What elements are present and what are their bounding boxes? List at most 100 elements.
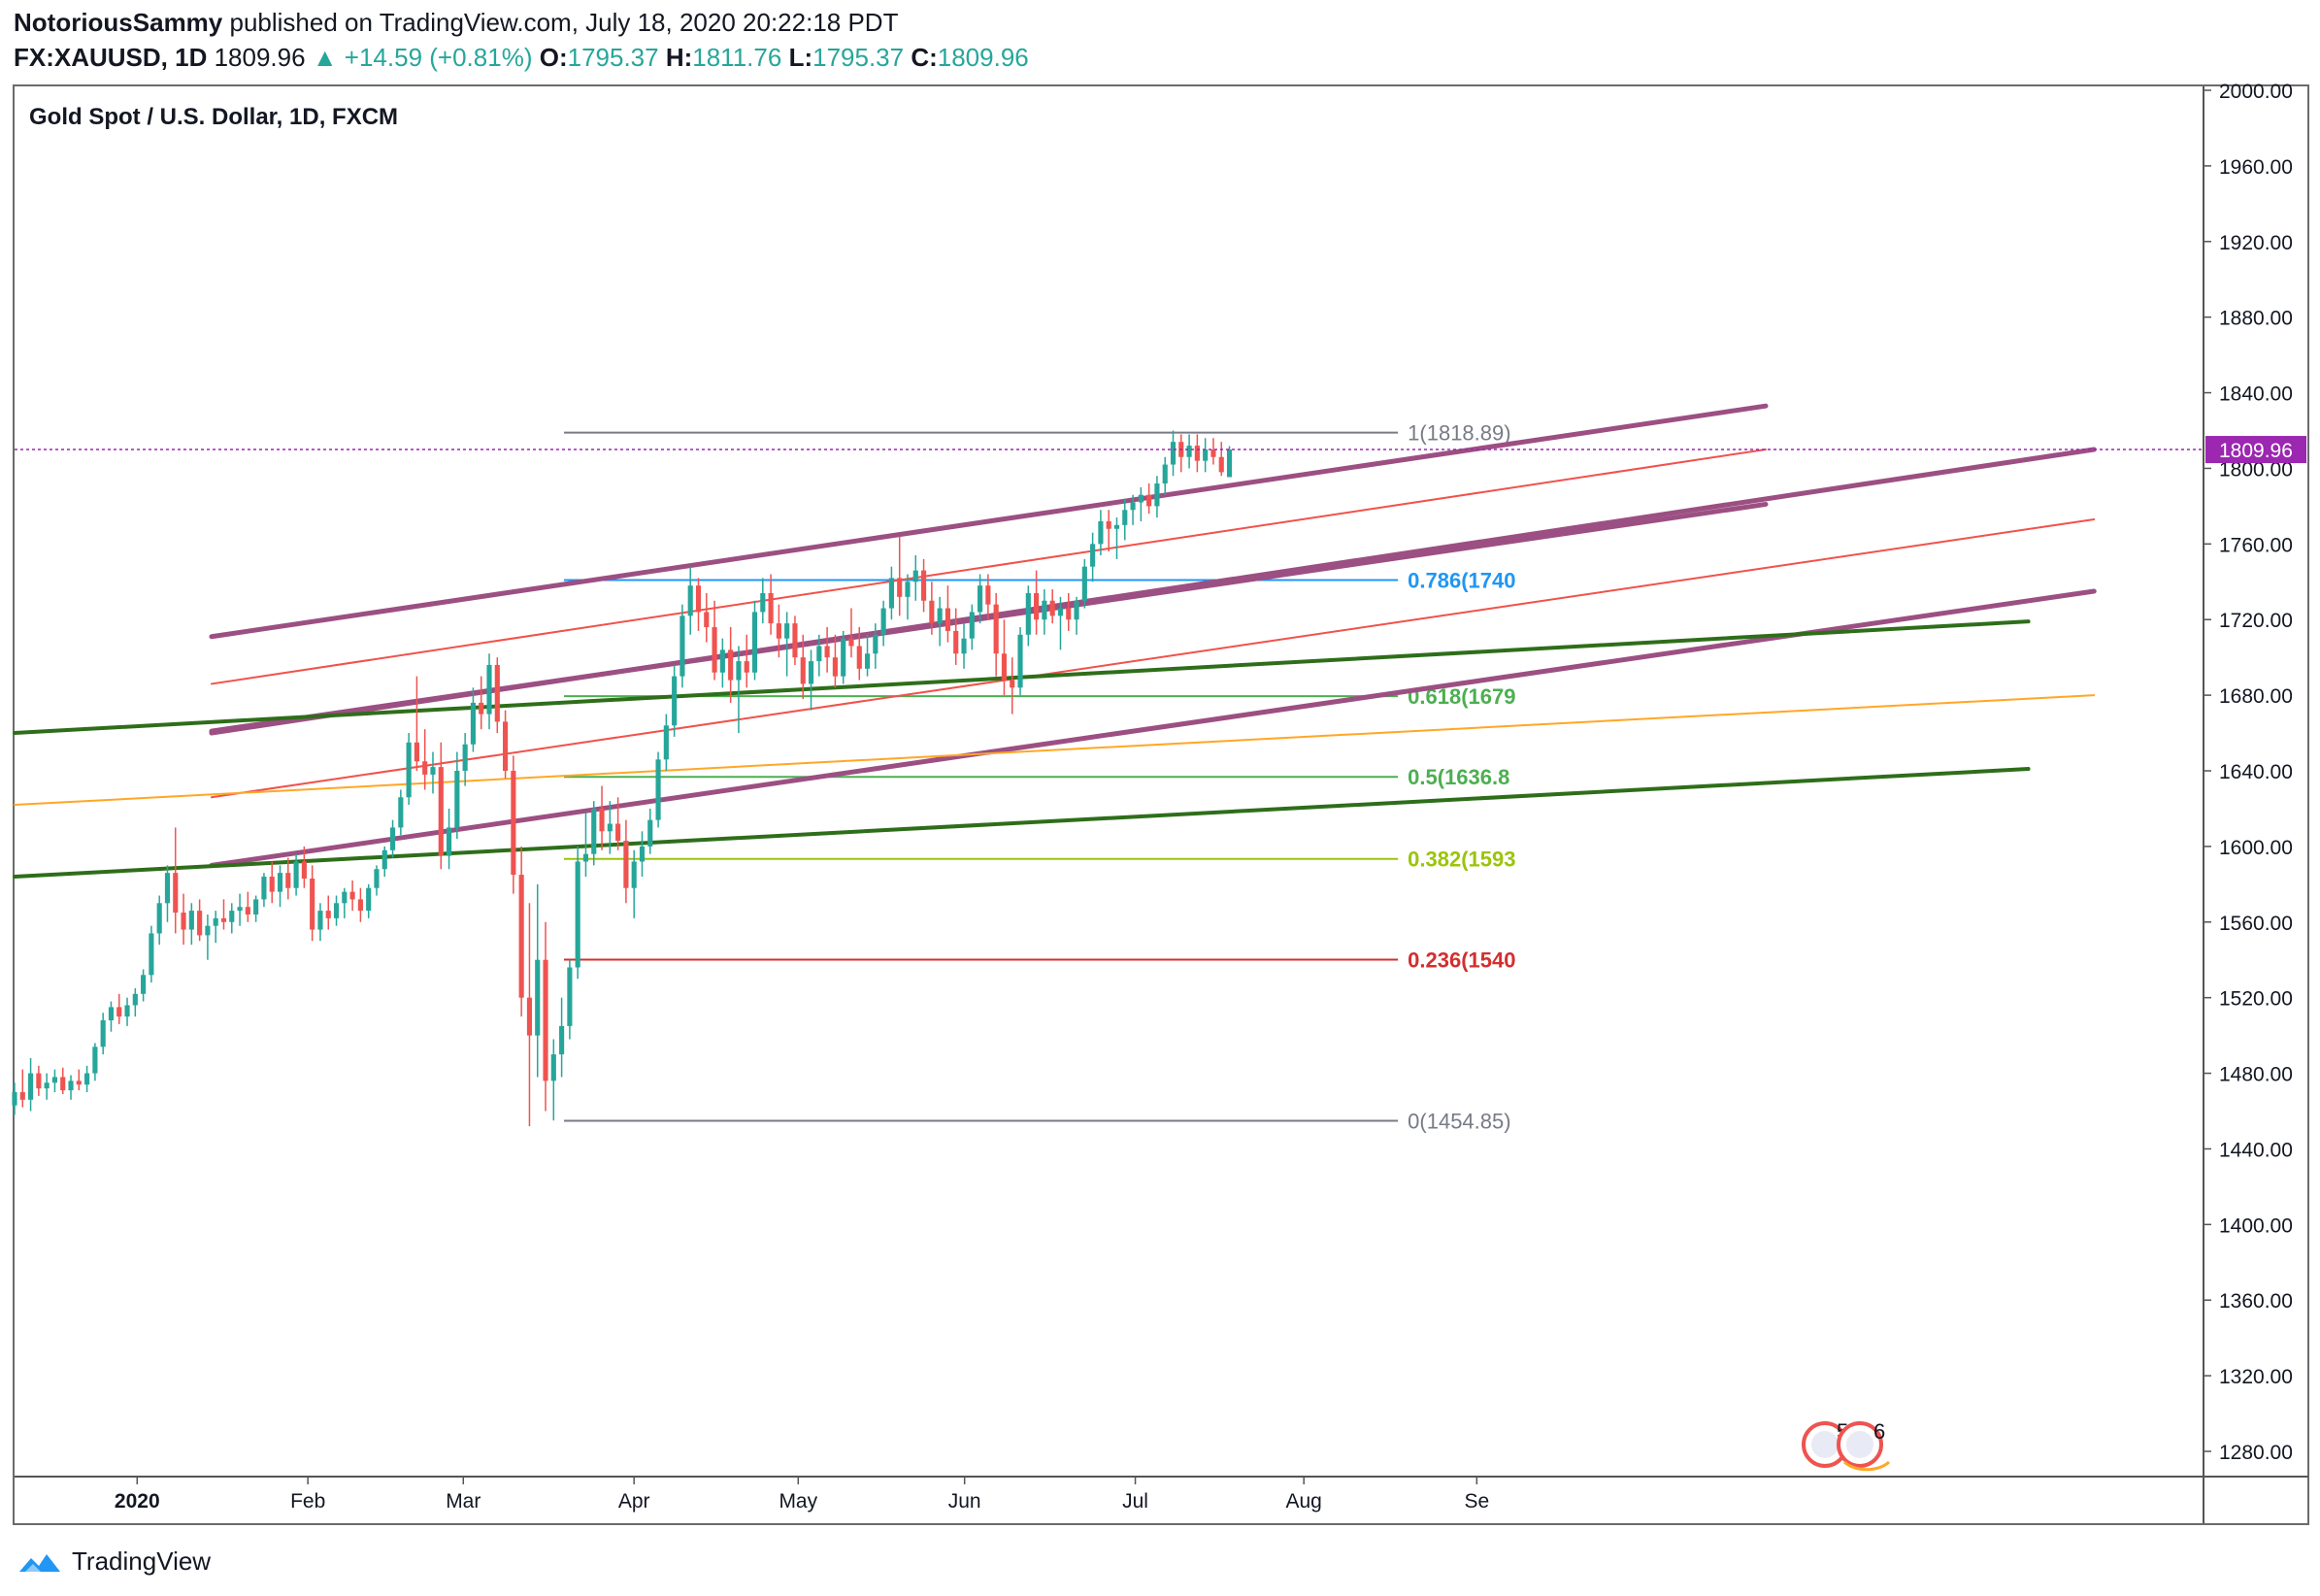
candle (623, 819, 629, 904)
candle-body (582, 853, 589, 862)
candle-body (518, 875, 524, 998)
candle-body (245, 907, 250, 914)
candle (647, 808, 653, 854)
candle (381, 846, 387, 878)
candle (156, 895, 162, 946)
candle (28, 1057, 34, 1112)
candle (357, 887, 363, 922)
candle-body (1186, 446, 1192, 457)
candle (389, 819, 396, 858)
candle (310, 865, 315, 942)
candle-body (784, 623, 790, 639)
candle (116, 993, 122, 1024)
candle-body (575, 861, 580, 968)
candle (285, 857, 291, 900)
x-tick-label: Apr (618, 1490, 650, 1513)
tradingview-logo-icon (19, 1554, 60, 1572)
candle-body (912, 570, 918, 582)
fib-level-label: 0.236(1540 (1408, 948, 1515, 973)
candle-body (873, 634, 878, 654)
event-markers-icon[interactable]: 5 6 (1802, 1419, 1891, 1472)
price-axis: 2000.00 1960.00 1920.00 1880.00 1840.00 1800.… (2204, 81, 2293, 1464)
red-trendline (210, 518, 2096, 799)
candle-body (1090, 544, 1096, 567)
fib-level-label: 0.382(1593 (1408, 848, 1515, 872)
candle-body (1146, 494, 1152, 507)
candle-body (1001, 653, 1008, 681)
candle-body (503, 721, 509, 771)
y-tick-label: 1480.00 (2219, 1064, 2293, 1086)
candle-body (261, 877, 267, 900)
candle (325, 895, 331, 930)
candle (1154, 476, 1160, 518)
candle-body (1066, 608, 1072, 620)
candle-body (921, 570, 927, 601)
y-tick-label: 1600.00 (2219, 837, 2293, 859)
candle (19, 1069, 25, 1108)
open-value: 1795.37 (567, 43, 659, 72)
candle-body (550, 1054, 556, 1081)
candle (864, 634, 871, 677)
change-value: +14.59 (+0.81%) (344, 43, 533, 72)
candle-body (229, 911, 235, 922)
candle-body (567, 967, 573, 1026)
candle-body (1017, 634, 1023, 688)
candle (486, 653, 492, 730)
candle (197, 899, 203, 942)
candle (1025, 585, 1031, 647)
candle-body (1170, 442, 1177, 465)
candle (349, 880, 355, 912)
candle (1122, 498, 1128, 541)
x-tick-label: May (779, 1490, 817, 1513)
candle-body (422, 761, 428, 775)
candle-body (1218, 456, 1224, 473)
ohlc-legend: FX:XAUUSD, 1D 1809.96 ▲ +14.59 (+0.81%) … (14, 43, 1029, 73)
candle-body (905, 582, 911, 597)
candle (188, 903, 194, 946)
candle-body (357, 899, 363, 912)
candle-body (841, 638, 846, 677)
candle (1170, 430, 1177, 477)
last-price: 1809.96 (214, 43, 306, 72)
y-tick-label: 1840.00 (2219, 383, 2293, 406)
candle (1178, 434, 1184, 473)
candle (792, 615, 798, 665)
candle (639, 831, 646, 878)
candle (816, 634, 822, 677)
candle-body (1042, 600, 1047, 620)
candle-body (1025, 592, 1031, 635)
change-up-icon: ▲ (312, 43, 338, 72)
high-label: H: (665, 43, 693, 72)
candle (1042, 589, 1047, 635)
candle-body (615, 823, 621, 842)
candle-body (446, 827, 452, 856)
candles (12, 430, 1233, 1127)
candle-body (237, 907, 243, 912)
candle-body (277, 873, 283, 892)
y-tick-label: 1360.00 (2219, 1290, 2293, 1313)
candle (880, 600, 886, 647)
candle-body (704, 612, 710, 628)
candle (237, 893, 243, 926)
open-label: O: (539, 43, 568, 72)
candle-body (164, 873, 171, 904)
candle (518, 846, 524, 1017)
candle-body (978, 585, 983, 613)
candle (1066, 592, 1072, 631)
candle (406, 733, 412, 806)
candle-body (663, 725, 669, 760)
candle (108, 1001, 115, 1032)
candle (655, 751, 661, 828)
candle-body (220, 917, 227, 922)
candle-body (149, 933, 154, 976)
candle (776, 604, 781, 658)
candle (366, 883, 372, 918)
candle-body (213, 917, 218, 926)
tradingview-footer[interactable]: TradingView (17, 1544, 211, 1579)
candle-body (1098, 520, 1104, 545)
candle (1106, 510, 1111, 552)
candle (220, 899, 227, 930)
author-name[interactable]: NotoriousSammy (14, 8, 223, 37)
close-label: C: (911, 43, 938, 72)
